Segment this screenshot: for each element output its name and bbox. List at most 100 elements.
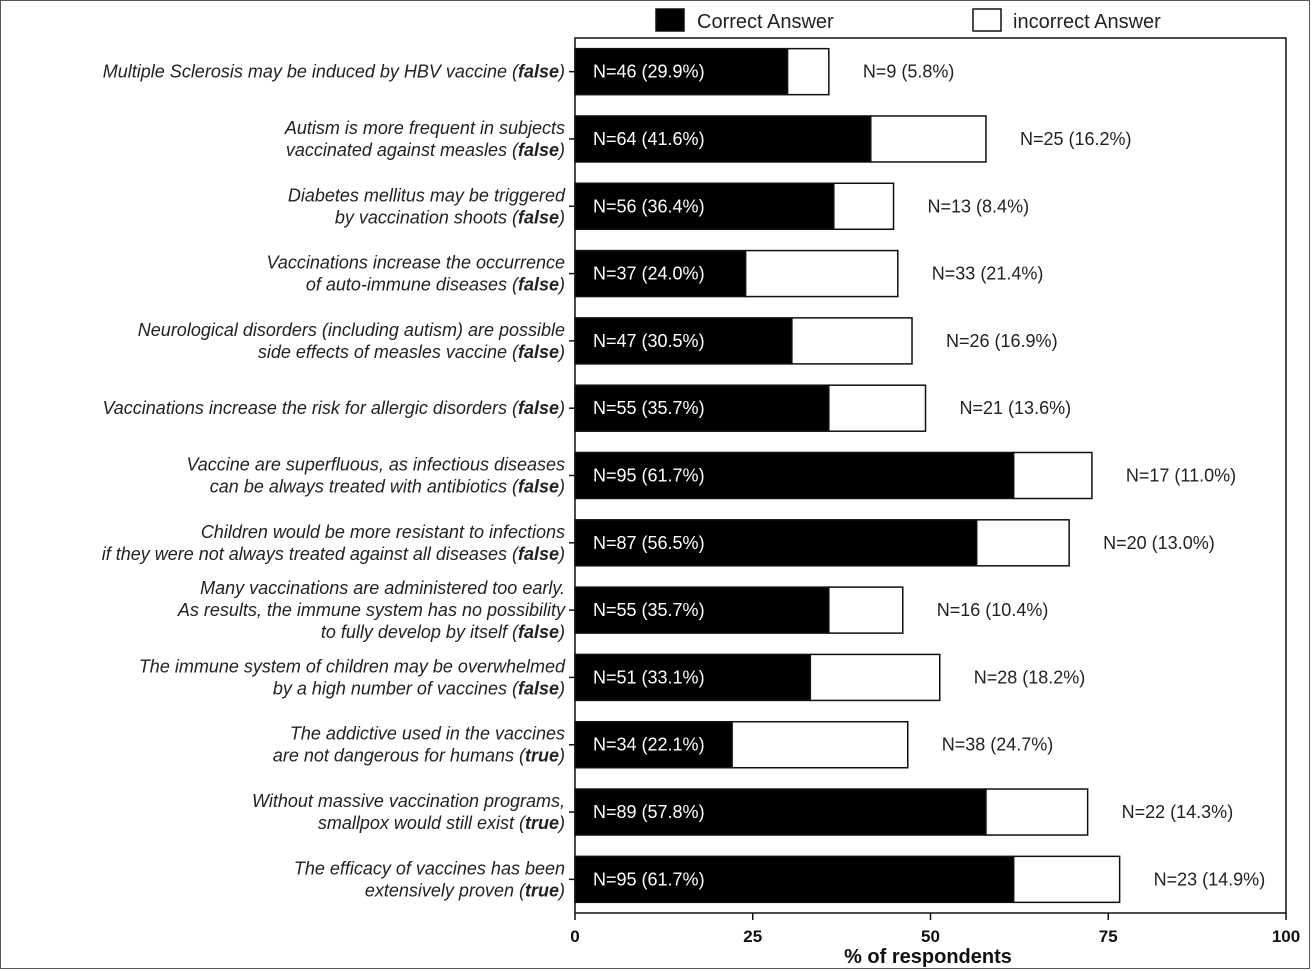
bar-correct (574, 451, 1015, 500)
bar-label-correct: N=37 (24.0%) (593, 264, 705, 284)
bar-label-correct: N=55 (35.7%) (593, 600, 705, 620)
bar-incorrect (833, 182, 895, 231)
category-label-line: smallpox would still exist (true) (318, 813, 565, 833)
category-label-text: smallpox would still exist (318, 813, 515, 833)
category-label-text: As results, the immune system has no pos… (177, 600, 566, 620)
category-label-text: Many vaccinations are administered too e… (200, 578, 565, 598)
category-label-text: Multiple Sclerosis may be induced by HBV… (103, 62, 507, 82)
category-label-text: Diabetes mellitus may be triggered (288, 185, 566, 205)
category-tag-close: ) (557, 207, 565, 227)
bar-label-correct: N=51 (33.1%) (593, 667, 705, 687)
bar-label-correct: N=47 (30.5%) (593, 331, 705, 351)
category-label-line: As results, the immune system has no pos… (177, 600, 566, 620)
category-tag: false (518, 207, 559, 227)
bar-label-incorrect: N=38 (24.7%) (942, 735, 1054, 755)
bar-label-correct: N=89 (57.8%) (593, 802, 705, 822)
legend-swatch-incorrect (972, 8, 1002, 32)
bar-label-incorrect: N=17 (11.0%) (1126, 466, 1236, 486)
category-tag-close: ) (557, 746, 565, 766)
bar-incorrect (975, 519, 1070, 567)
x-axis-label: % of respondents (844, 946, 1012, 968)
category-label-text: Without massive vaccination programs, (252, 791, 565, 811)
category-tag-open: ( (507, 622, 520, 642)
category-label-line: of auto-immune diseases (false) (306, 275, 565, 295)
bar-label-correct: N=56 (36.4%) (593, 196, 705, 216)
category-label-text: Vaccinations increase the occurrence (267, 253, 566, 273)
category-tag-open: ( (507, 477, 520, 497)
category-label-line: Children would be more resistant to infe… (201, 522, 565, 542)
category-label-text: The efficacy of vaccines has been (294, 858, 565, 878)
category-label-text: Children would be more resistant to infe… (201, 522, 565, 542)
category-tag-close: ) (557, 342, 565, 362)
category-label-line: vaccinated against measles (false) (286, 140, 565, 160)
category-tag-open: ( (507, 140, 520, 160)
category-tag: false (518, 62, 559, 82)
category-tag-close: ) (557, 544, 565, 564)
category-tag-open: ( (507, 398, 520, 418)
bar-correct (574, 47, 789, 96)
category-label-line: The immune system of children may be ove… (139, 656, 566, 676)
bar-incorrect (1012, 855, 1121, 904)
bar-label-incorrect: N=28 (18.2%) (974, 667, 1086, 687)
category-label-text: vaccinated against measles (286, 140, 507, 160)
category-tag: false (518, 342, 559, 362)
bar-incorrect (731, 720, 909, 769)
category-tag-open: ( (507, 207, 520, 227)
bar-incorrect (870, 115, 987, 163)
category-tag-close: ) (557, 678, 565, 698)
category-tag-open: ( (507, 62, 520, 82)
category-tag: true (525, 746, 559, 766)
category-tag-close: ) (557, 477, 565, 497)
category-label-line: Autism is more frequent in subjects (284, 118, 565, 138)
category-label-text: are not dangerous for humans (273, 746, 514, 766)
bar-label-incorrect: N=13 (8.4%) (928, 196, 1030, 216)
category-tag-open: ( (507, 544, 520, 564)
category-tag-close: ) (557, 275, 565, 295)
category-label-text: Vaccinations increase the risk for aller… (102, 398, 507, 418)
category-label-text: The immune system of children may be ove… (139, 656, 566, 676)
bar-correct (574, 115, 872, 163)
category-label-line: Without massive vaccination programs, (252, 791, 565, 811)
category-tag-close: ) (557, 140, 565, 160)
x-tick-label: 50 (921, 927, 940, 946)
category-tag-open: ( (514, 813, 527, 833)
category-tag-close: ) (557, 813, 565, 833)
category-label-line: Vaccine are superfluous, as infectious d… (186, 455, 565, 475)
bar-label-incorrect: N=33 (21.4%) (932, 264, 1044, 284)
category-label-text: of auto-immune diseases (306, 275, 507, 295)
category-tag: false (518, 477, 559, 497)
bar-incorrect (791, 317, 913, 365)
bar-label-correct: N=46 (29.9%) (593, 62, 705, 82)
bar-label-correct: N=34 (22.1%) (593, 735, 705, 755)
bar-correct (574, 317, 793, 365)
bar-incorrect (809, 653, 941, 702)
category-label-text: by vaccination shoots (335, 207, 507, 227)
category-label-line: side effects of measles vaccine (false) (258, 342, 565, 362)
category-label-line: by a high number of vaccines (false) (273, 678, 565, 698)
category-tag-open: ( (514, 746, 527, 766)
bar-incorrect (828, 384, 927, 432)
bar-incorrect (744, 249, 899, 298)
category-label-line: to fully develop by itself (false) (321, 622, 565, 642)
bar-correct (574, 249, 747, 298)
category-tag-open: ( (507, 275, 520, 295)
bar-correct (574, 720, 733, 769)
category-tag: false (518, 275, 559, 295)
bar-correct (574, 855, 1015, 904)
category-tag: true (525, 813, 559, 833)
bar-incorrect (1012, 451, 1093, 500)
legend-label-correct: Correct Answer (697, 11, 834, 33)
bar-correct (574, 586, 830, 634)
category-label-line: Many vaccinations are administered too e… (200, 578, 565, 598)
category-label-text: side effects of measles vaccine (258, 342, 507, 362)
category-tag: true (525, 880, 559, 900)
legend-swatch-correct (655, 8, 685, 32)
bar-label-correct: N=55 (35.7%) (593, 398, 705, 418)
bar-label-incorrect: N=25 (16.2%) (1020, 129, 1132, 149)
bar-label-incorrect: N=26 (16.9%) (946, 331, 1058, 351)
bar-incorrect (786, 47, 830, 96)
legend: Correct Answer incorrect Answer (655, 8, 1161, 33)
bar-label-incorrect: N=23 (14.9%) (1154, 869, 1266, 889)
